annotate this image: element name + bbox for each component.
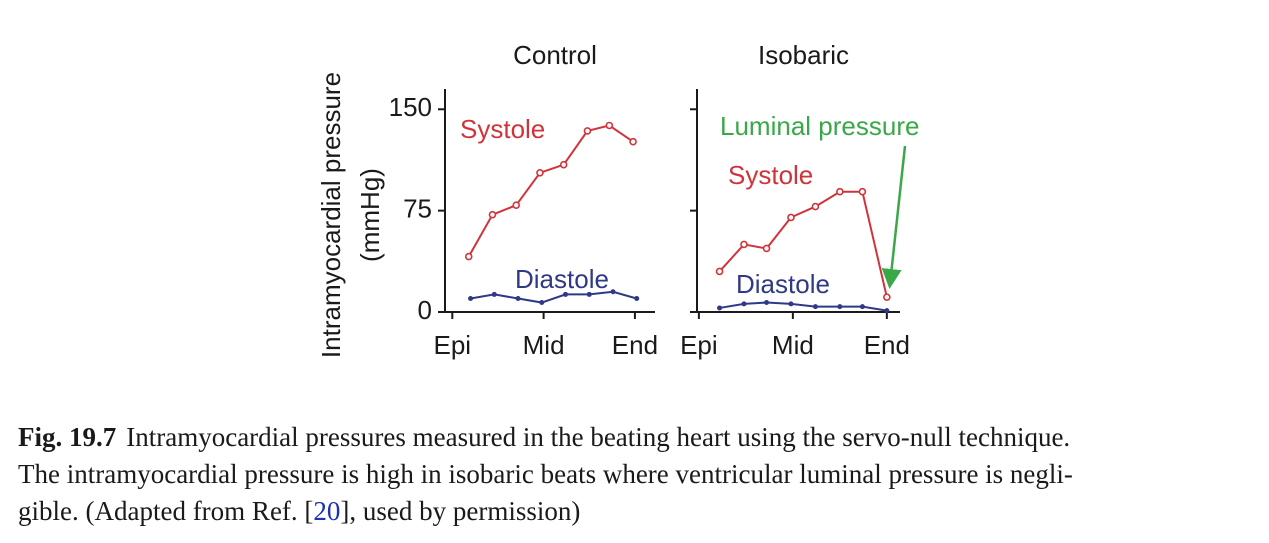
data-point: [762, 244, 771, 253]
data-point: [634, 295, 640, 301]
data-point: [586, 291, 592, 297]
caption-text: The intramyocardial pressure is high in …: [18, 459, 1073, 489]
series-label: Luminal pressure: [720, 111, 919, 141]
data-point: [559, 160, 568, 169]
caption-label: Fig. 19.7: [18, 422, 117, 452]
data-point: [859, 304, 865, 310]
data-point: [610, 289, 616, 295]
chart-title: Isobaric: [758, 40, 849, 70]
series-label: Systole: [460, 114, 545, 144]
annotation-arrow: [881, 145, 907, 289]
caption-text: Intramyocardial pressures measured in th…: [126, 422, 1071, 452]
data-point: [836, 187, 844, 196]
data-point: [563, 291, 569, 297]
caption-line: The intramyocardial pressure is high in …: [18, 461, 1073, 488]
data-point: [883, 293, 891, 301]
x-tick-label: Epi: [434, 330, 472, 360]
y-tick-label: 75: [403, 194, 432, 224]
y-tick-label: 150: [389, 92, 432, 122]
data-point: [741, 301, 747, 307]
data-point: [788, 301, 794, 307]
series-label: Diastole: [515, 264, 609, 294]
chart-title: Control: [513, 40, 597, 70]
data-point: [583, 127, 592, 135]
data-point: [515, 295, 521, 301]
data-point: [740, 240, 748, 249]
data-point: [811, 202, 820, 211]
data-point: [715, 267, 724, 276]
y-axis-label: Intramyocardial pressure: [316, 72, 346, 358]
data-point: [858, 187, 867, 196]
x-tick-label: End: [864, 330, 910, 360]
reference-link[interactable]: 20: [313, 496, 341, 526]
data-point: [764, 300, 770, 306]
series-label: Diastole: [736, 269, 830, 299]
caption-line: Fig. 19.7 Intramyocardial pressures measu…: [18, 424, 1070, 451]
caption-line: gible. (Adapted from Ref. [20], used by …: [18, 498, 580, 525]
data-point: [536, 168, 544, 177]
data-point: [884, 308, 890, 314]
x-tick-label: End: [612, 330, 658, 360]
caption-text: gible. (Adapted from Ref. [: [18, 496, 314, 526]
data-point: [812, 304, 818, 310]
x-tick-label: Mid: [523, 330, 565, 360]
y-axis-label: (mmHg): [355, 168, 385, 262]
series-line: [470, 290, 638, 304]
figure: Control Intramyocardial pressure (mmHg) 0 75…: [316, 40, 920, 360]
data-point: [605, 121, 614, 130]
data-point: [717, 305, 723, 311]
data-point: [837, 304, 843, 310]
x-tick-label: Mid: [772, 330, 814, 360]
data-point: [787, 213, 795, 222]
series-line: [467, 124, 634, 258]
data-point: [491, 291, 497, 297]
caption-text: ], used by permission): [340, 496, 581, 526]
y-tick-label: 0: [418, 295, 432, 325]
x-tick-label: Epi: [680, 330, 718, 360]
data-point: [488, 210, 497, 219]
data-point: [539, 300, 545, 306]
data-point: [629, 137, 637, 146]
data-point: [464, 252, 473, 261]
series-label: Systole: [728, 160, 813, 190]
data-point: [468, 295, 474, 301]
data-point: [512, 201, 521, 210]
series-line: [719, 301, 888, 312]
